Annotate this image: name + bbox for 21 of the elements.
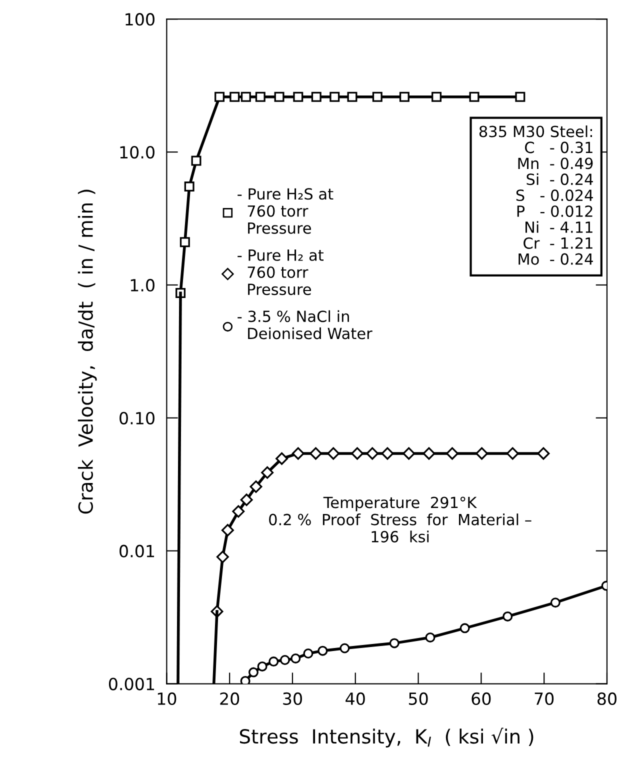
y-axis-title: Crack Velocity, da/dt ( in / min ) (78, 190, 97, 514)
y-tick-label: 10.0 (120, 146, 154, 159)
y-tick-label: 0.001 (108, 678, 154, 690)
y-tick-label: 0.01 (120, 544, 154, 558)
annotation: Temperature 291°K 0.2 % Proof Stress for Material – 196 ksi (269, 496, 532, 542)
x-tick-label: 10 (158, 692, 176, 706)
y-tick-label: 0.10 (120, 412, 154, 424)
y-tick-label: 1.0 (130, 278, 154, 292)
legend-label: - Pure H₂S at 760 torr Pressure (238, 188, 334, 234)
x-tick-label: 50 (408, 692, 428, 706)
x-tick-label: 70 (534, 692, 554, 706)
x-tick-label: 20 (220, 692, 240, 706)
x-tick-label: 60 (472, 692, 491, 706)
x-tick-label: 40 (346, 692, 365, 706)
x-axis-title: Stress Intensity, K$_{I}$ ( ksi √in ) (240, 728, 534, 748)
legend-label: - 3.5 % NaCl in Deionised Water (238, 310, 372, 340)
y-tick-label: 100 (126, 13, 154, 26)
text: 835 M30 Steel: C - 0.31 Mn - 0.49 Si - 0.24 S - 0.024 P - 0.012 Ni - 4.11 Cr - 1.21 Mo - 0.24 (479, 125, 593, 265)
legend-label: - Pure H₂ at 760 torr Pressure (238, 250, 324, 296)
x-tick-label: 30 (283, 692, 302, 706)
x-tick-label: 80 (598, 692, 616, 706)
